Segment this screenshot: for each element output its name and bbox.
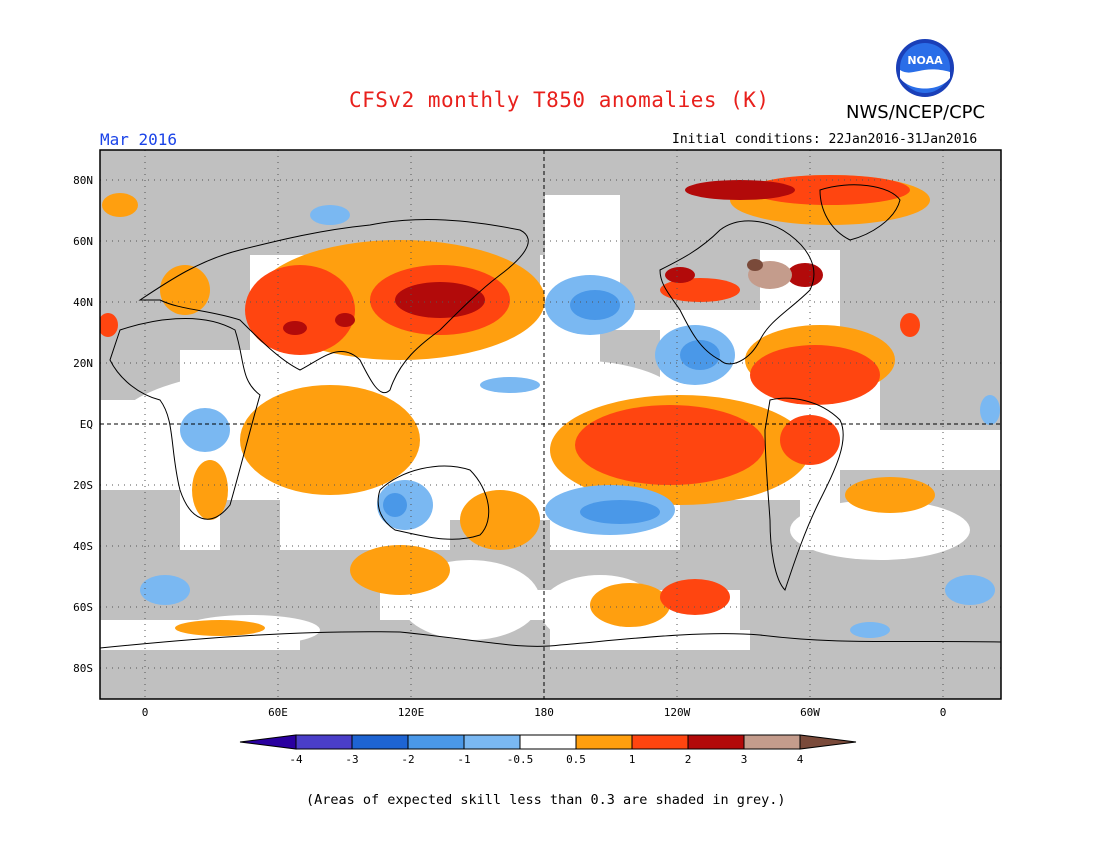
month-label: Mar 2016 bbox=[100, 130, 178, 149]
initial-conditions-label: Initial conditions: 22Jan2016-31Jan2016 bbox=[672, 132, 978, 147]
lat-label: 40N bbox=[73, 296, 93, 309]
colorbar-box bbox=[631, 734, 689, 750]
lon-label: 0 bbox=[142, 706, 149, 719]
colorbar-box bbox=[463, 734, 521, 750]
skill-note: (Areas of expected skill less than 0.3 a… bbox=[306, 792, 786, 808]
colorbar-label: 3 bbox=[741, 753, 748, 766]
anomaly-1-to-2 bbox=[100, 175, 920, 615]
colorbar-box bbox=[687, 734, 745, 750]
lon-label: 120W bbox=[664, 706, 691, 719]
colorbar-box bbox=[295, 734, 353, 750]
lat-label: 60S bbox=[73, 601, 93, 614]
colorbar-label: -3 bbox=[345, 753, 358, 766]
colorbar-box bbox=[407, 734, 465, 750]
graticule bbox=[100, 150, 1001, 699]
colorbar-box bbox=[519, 734, 577, 750]
anomaly-2-to-3 bbox=[283, 180, 823, 335]
lon-label: 60W bbox=[800, 706, 820, 719]
colorbar-label: 1 bbox=[629, 753, 636, 766]
colorbar-label: -2 bbox=[401, 753, 414, 766]
lat-label: 20S bbox=[73, 479, 93, 492]
colorbar-box bbox=[743, 734, 801, 750]
colorbar-label: 0.5 bbox=[566, 753, 586, 766]
noaa-logo-icon: NOAA bbox=[895, 38, 955, 98]
colorbar-arrow-low bbox=[239, 734, 297, 750]
lon-label: 180 bbox=[534, 706, 554, 719]
colorbar-label: 2 bbox=[685, 753, 692, 766]
lat-label: 60N bbox=[73, 235, 93, 248]
lat-label: EQ bbox=[80, 418, 93, 431]
lon-label: 0 bbox=[940, 706, 947, 719]
lon-label: 120E bbox=[398, 706, 425, 719]
colorbar-label: -0.5 bbox=[507, 753, 534, 766]
map-field bbox=[100, 150, 1001, 699]
lat-label: 20N bbox=[73, 357, 93, 370]
org-label: NWS/NCEP/CPC bbox=[846, 102, 986, 123]
map-frame bbox=[99, 149, 1002, 700]
colorbar-box bbox=[575, 734, 633, 750]
colorbar-label: -4 bbox=[289, 753, 303, 766]
anomaly-neg-1-to-neg-0-5 bbox=[140, 205, 1000, 638]
chart-title: CFSv2 monthly T850 anomalies (K) bbox=[349, 88, 770, 112]
coastlines bbox=[100, 184, 1001, 649]
lat-label: 40S bbox=[73, 540, 93, 553]
colorbar-label: -1 bbox=[457, 753, 470, 766]
colorbar-box bbox=[351, 734, 409, 750]
colorbar-arrow-high bbox=[799, 734, 857, 750]
colorbar: -4 -3 -2 -1 -0.5 0.5 1 2 3 4 bbox=[239, 734, 857, 766]
anomaly-neg-2-to-neg-1 bbox=[383, 290, 720, 524]
lon-label: 60E bbox=[268, 706, 288, 719]
lat-label: 80S bbox=[73, 662, 93, 675]
anomaly-above-4 bbox=[747, 259, 763, 271]
latitude-axis: 80N 60N 40N 20N EQ 20S 40S 60S 80S bbox=[73, 174, 93, 675]
lat-label: 80N bbox=[73, 174, 93, 187]
colorbar-label: 4 bbox=[797, 753, 804, 766]
longitude-axis: 0 60E 120E 180 120W 60W 0 bbox=[142, 706, 947, 719]
logo-text: NOAA bbox=[907, 54, 943, 67]
